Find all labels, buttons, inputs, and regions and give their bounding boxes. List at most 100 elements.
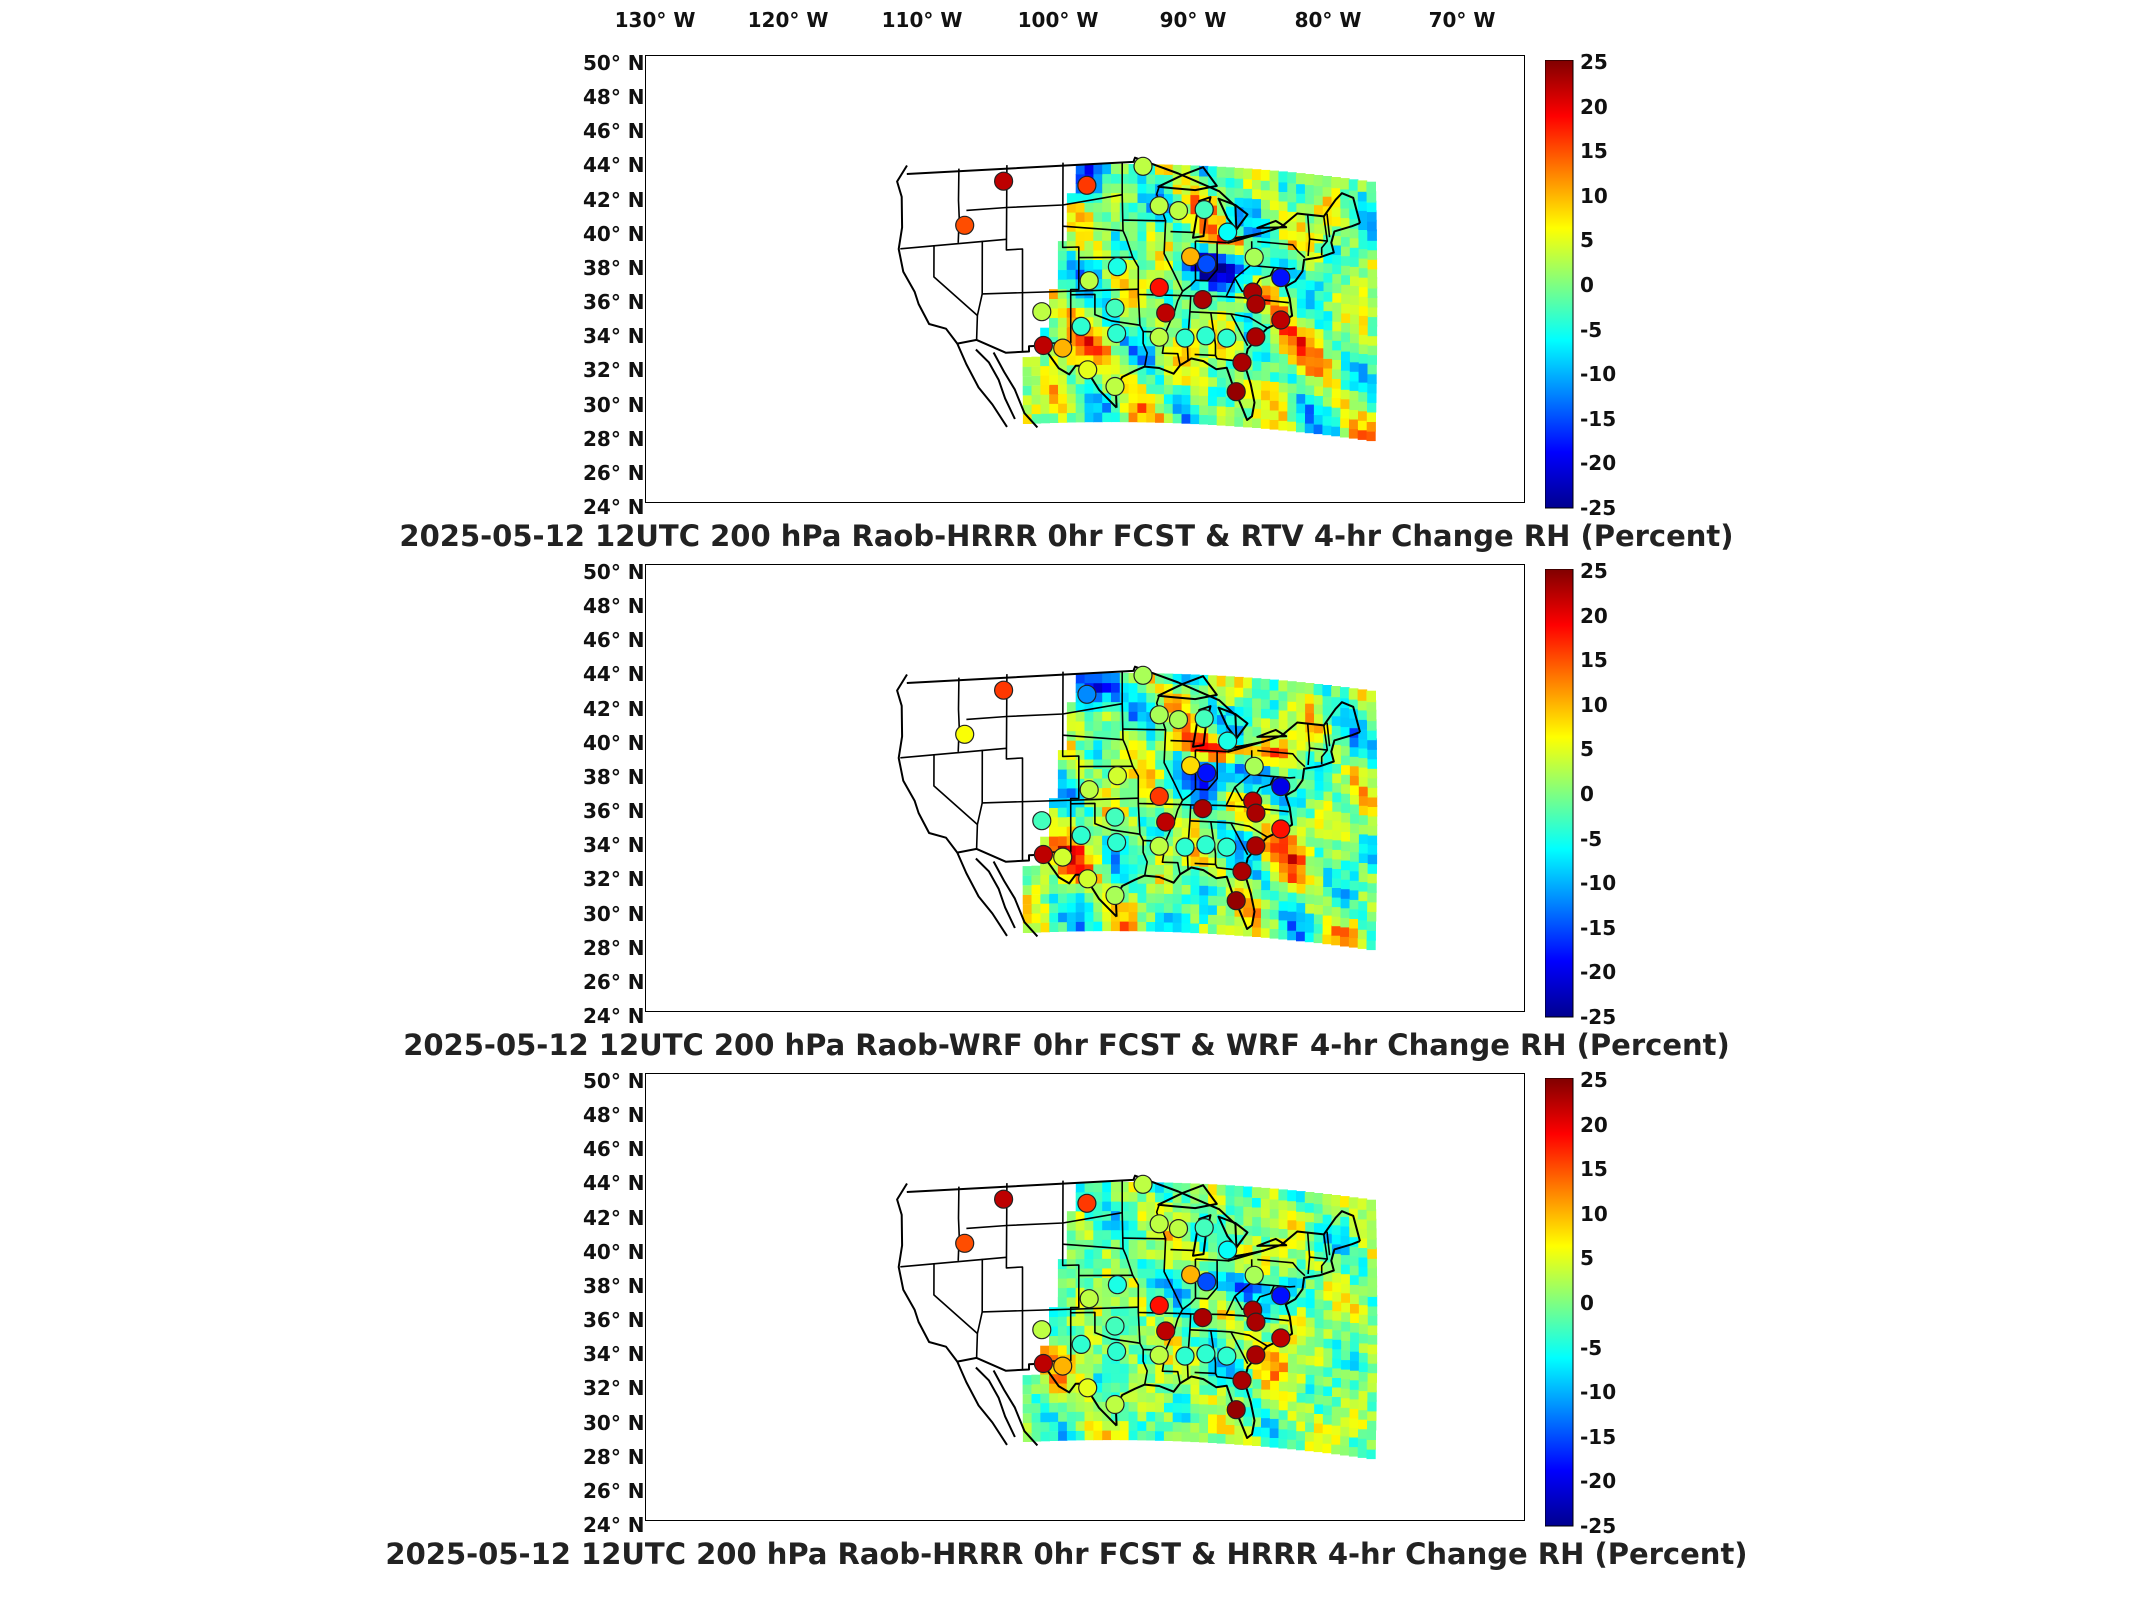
state-border xyxy=(966,1211,1123,1230)
state-border xyxy=(1234,1285,1276,1311)
latitude-tick-label: 44° N xyxy=(583,153,645,178)
station-marker xyxy=(1226,891,1246,911)
state-border xyxy=(1121,670,1148,876)
state-border xyxy=(1326,722,1331,747)
lake-outline xyxy=(1256,1237,1288,1247)
station-marker xyxy=(1033,844,1053,865)
lake-outline xyxy=(1256,219,1288,229)
map-panel-3: 2025-05-12 12UTC 200 hPa Raob-HRRR 0hr F… xyxy=(0,1068,2133,1583)
station-marker xyxy=(1217,222,1238,242)
map-panel-1: 2025-05-12 12UTC 200 hPa Raob-HRRR 0hr F… xyxy=(0,50,2133,565)
state-border xyxy=(1306,723,1311,765)
state-border xyxy=(1326,1231,1331,1256)
station-marker xyxy=(1194,709,1214,729)
latitude-tick-label: 42° N xyxy=(583,1205,645,1230)
station-marker xyxy=(1133,156,1153,176)
colorbar xyxy=(1545,569,1574,1018)
state-border xyxy=(982,797,1139,804)
latitude-tick-label: 40° N xyxy=(583,221,645,246)
latitude-tick-label: 28° N xyxy=(583,935,645,960)
longitude-tick-label: 110° W xyxy=(881,8,963,32)
colorbar-tick-label: 25 xyxy=(1580,50,1608,74)
colorbar-tick-label: 20 xyxy=(1580,1112,1608,1137)
latitude-tick-label: 32° N xyxy=(583,1376,645,1401)
state-border xyxy=(900,238,1007,250)
state-border xyxy=(982,1306,1139,1313)
coastline xyxy=(975,1366,1016,1438)
station-marker xyxy=(1244,247,1264,267)
station-marker xyxy=(1226,1400,1246,1420)
latitude-tick-label: 30° N xyxy=(583,901,645,926)
station-marker xyxy=(1107,832,1127,853)
station-marker xyxy=(1133,665,1153,685)
map-plot xyxy=(645,564,1525,1012)
state-border xyxy=(900,747,1007,759)
station-marker xyxy=(994,171,1014,191)
latitude-tick-label: 34° N xyxy=(583,1342,645,1367)
state-border xyxy=(1194,312,1217,357)
colorbar-tick-label: 10 xyxy=(1580,692,1608,717)
station-marker xyxy=(1180,756,1201,776)
station-marker xyxy=(1105,298,1125,318)
station-marker xyxy=(1149,705,1169,725)
longitude-tick-label: 120° W xyxy=(747,8,829,32)
station-marker xyxy=(1079,1289,1099,1309)
station-marker xyxy=(1149,836,1169,856)
latitude-tick-label: 30° N xyxy=(583,1410,645,1435)
station-marker xyxy=(1226,382,1246,402)
raob-stations xyxy=(955,1174,1291,1420)
colorbar-tick-label: 5 xyxy=(1580,1246,1594,1271)
latitude-tick-label: 46° N xyxy=(583,119,645,144)
panel-title: 2025-05-12 12UTC 200 hPa Raob-HRRR 0hr F… xyxy=(399,519,1734,553)
longitude-tick-label: 130° W xyxy=(614,8,696,32)
station-marker xyxy=(1196,1344,1216,1364)
station-marker xyxy=(1217,328,1237,348)
latitude-tick-label: 46° N xyxy=(583,628,645,653)
colorbar-gradient xyxy=(1545,60,1574,509)
station-marker xyxy=(1197,254,1217,274)
state-border xyxy=(1230,1331,1249,1365)
plot-frame xyxy=(645,564,1525,1012)
panel-title: 2025-05-12 12UTC 200 hPa Raob-WRF 0hr FC… xyxy=(403,1028,1730,1062)
station-marker xyxy=(1107,323,1127,344)
state-border xyxy=(933,1263,978,1335)
station-marker xyxy=(1246,327,1266,347)
station-marker xyxy=(1193,1308,1213,1328)
state-border xyxy=(1194,821,1217,866)
state-border xyxy=(1309,747,1328,751)
colorbar-tick-label: -20 xyxy=(1580,960,1617,985)
state-border xyxy=(1195,1260,1218,1300)
station-marker xyxy=(1168,1219,1189,1239)
state-border xyxy=(1070,1311,1141,1344)
state-border xyxy=(933,245,978,317)
raob-stations xyxy=(955,665,1291,911)
latitude-tick-label: 28° N xyxy=(583,1444,645,1469)
state-border xyxy=(1320,1234,1329,1274)
state-border xyxy=(1070,802,1141,835)
station-marker xyxy=(1105,1316,1125,1336)
station-marker xyxy=(1271,268,1291,288)
plot-frame xyxy=(645,55,1525,503)
station-marker xyxy=(1032,302,1052,322)
station-marker xyxy=(1078,360,1098,380)
station-marker xyxy=(1246,836,1266,856)
station-marker xyxy=(1168,201,1189,221)
latitude-tick-label: 30° N xyxy=(583,392,645,417)
station-marker xyxy=(1246,1345,1266,1365)
state-border xyxy=(1186,1313,1192,1379)
station-marker xyxy=(1217,1240,1238,1260)
latitude-tick-label: 38° N xyxy=(583,764,645,789)
latitude-tick-label: 34° N xyxy=(583,324,645,349)
colorbar-tick-label: -15 xyxy=(1580,1424,1617,1449)
state-border xyxy=(982,288,1139,295)
lake-outline xyxy=(1217,1215,1249,1249)
latitude-tick-label: 48° N xyxy=(583,594,645,619)
station-marker xyxy=(1053,847,1073,867)
state-border xyxy=(1121,1179,1148,1385)
state-border xyxy=(1257,1258,1306,1277)
station-marker xyxy=(955,1233,975,1253)
state-border xyxy=(1257,240,1306,259)
station-marker xyxy=(955,724,975,744)
station-marker xyxy=(1194,200,1214,220)
station-marker xyxy=(1071,825,1091,845)
